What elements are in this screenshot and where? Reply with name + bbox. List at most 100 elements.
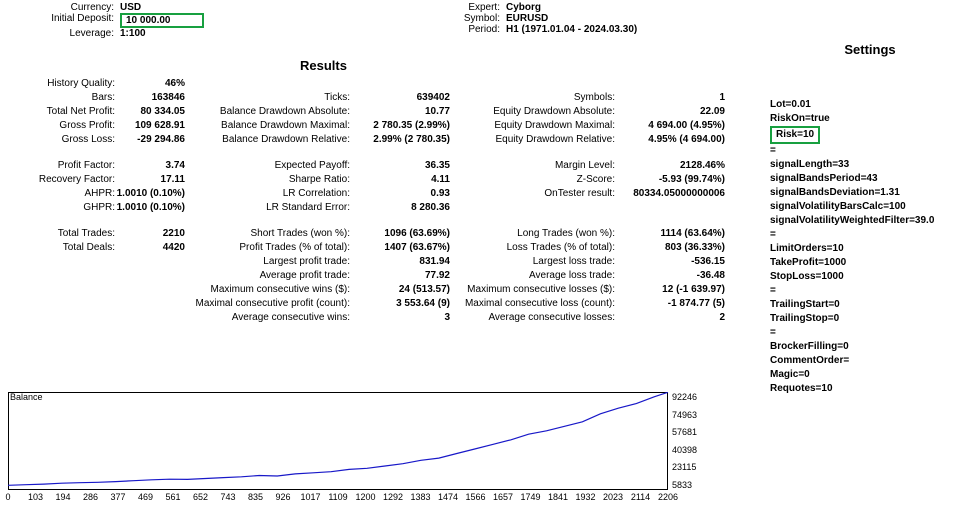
settings-line: RiskOn=true — [770, 112, 934, 126]
stat-value: 1114 (63.64%) — [615, 228, 725, 239]
settings-line: LimitOrders=10 — [770, 242, 934, 256]
stat-label: Equity Drawdown Maximal: — [450, 120, 615, 131]
chart-xtick: 194 — [55, 492, 70, 502]
stat-value: -36.48 — [615, 270, 725, 281]
settings-line: BrockerFilling=0 — [770, 340, 934, 354]
chart-xtick: 1932 — [575, 492, 595, 502]
stat-value: 10.77 — [350, 106, 450, 117]
chart-ytick: 23115 — [672, 462, 696, 472]
stat-value: 12 (-1 639.97) — [615, 284, 725, 295]
stat-value: 1 — [615, 92, 725, 103]
stat-value: -1 874.77 (5) — [615, 298, 725, 309]
stat-row: AHPR:1.0010 (0.10%)LR Correlation:0.93On… — [20, 188, 725, 202]
settings-line: Risk=10 — [770, 126, 934, 144]
stat-value: 4.95% (4 694.00) — [615, 134, 725, 145]
stat-label: Maximum consecutive losses ($): — [450, 284, 615, 295]
stat-value: 2210 — [115, 228, 185, 239]
stat-label: OnTester result: — [450, 188, 615, 199]
settings-line: = — [770, 326, 934, 340]
chart-xtick: 469 — [138, 492, 153, 502]
stat-label: Expected Payoff: — [185, 160, 350, 171]
stat-label: Balance Drawdown Maximal: — [185, 120, 350, 131]
symbol-row: Symbol:EURUSD — [440, 13, 726, 24]
stat-label: Balance Drawdown Absolute: — [185, 106, 350, 117]
stat-row: Gross Loss:-29 294.86Balance Drawdown Re… — [20, 134, 725, 148]
stat-value: 1407 (63.67%) — [350, 242, 450, 253]
chart-xtick: 1657 — [493, 492, 513, 502]
chart-ytick: 40398 — [672, 445, 697, 455]
chart-xtick: 2114 — [631, 492, 650, 502]
stat-label: Recovery Factor: — [20, 174, 115, 185]
chart-xtick: 1474 — [438, 492, 458, 502]
chart-xtick: 0 — [5, 492, 10, 502]
period-row: Period: H1 (1971.01.04 - 2024.03.30) — [440, 24, 726, 35]
stat-label: Average consecutive wins: — [185, 312, 350, 323]
stat-value: 24 (513.57) — [350, 284, 450, 295]
settings-title: Settings — [800, 42, 940, 57]
initial-deposit-value: 10 000.00 — [120, 13, 204, 28]
settings-line: CommentOrder= — [770, 354, 934, 368]
stat-value: 1.0010 (0.10%) — [115, 188, 185, 199]
initial-deposit-row: Initial Deposit:10 000.00 — [28, 13, 204, 28]
stat-label: Largest loss trade: — [450, 256, 615, 267]
value: H1 (1971.01.04 - 2024.03.30) — [506, 24, 726, 35]
stat-label: Margin Level: — [450, 160, 615, 171]
stat-row: Gross Profit:109 628.91Balance Drawdown … — [20, 120, 725, 134]
results-title: Results — [300, 58, 347, 73]
chart-xtick: 1841 — [548, 492, 568, 502]
stat-value: 2 780.35 (2.99%) — [350, 120, 450, 131]
settings-line: signalBandsDeviation=1.31 — [770, 186, 934, 200]
stat-label: Sharpe Ratio: — [185, 174, 350, 185]
chart-xtick: 1383 — [410, 492, 430, 502]
chart-ytick: 5833 — [672, 480, 692, 490]
stat-label: GHPR: — [20, 202, 115, 213]
chart-xtick: 1109 — [328, 492, 347, 502]
chart-xtick: 1292 — [383, 492, 403, 502]
stat-row: Largest profit trade:831.94Largest loss … — [20, 256, 725, 270]
stat-label: LR Standard Error: — [185, 202, 350, 213]
stat-label: Maximal consecutive profit (count): — [185, 298, 350, 309]
chart-xtick: 1566 — [465, 492, 485, 502]
stat-value: 77.92 — [350, 270, 450, 281]
stat-label: Gross Profit: — [20, 120, 115, 131]
chart-ytick: 92246 — [672, 392, 697, 402]
chart-xtick: 561 — [165, 492, 180, 502]
stat-label: Ticks: — [185, 92, 350, 103]
stat-label: Equity Drawdown Absolute: — [450, 106, 615, 117]
stat-value: 639402 — [350, 92, 450, 103]
value: 1:100 — [120, 28, 192, 39]
stat-value: 4 694.00 (4.95%) — [615, 120, 725, 131]
stat-value: 22.09 — [615, 106, 725, 117]
settings-line: TakeProfit=1000 — [770, 256, 934, 270]
stat-label: Profit Trades (% of total): — [185, 242, 350, 253]
stat-label: Equity Drawdown Relative: — [450, 134, 615, 145]
stat-row: GHPR:1.0010 (0.10%)LR Standard Error:8 2… — [20, 202, 725, 216]
chart-xtick: 1200 — [355, 492, 375, 502]
leverage-row: Leverage:1:100 — [28, 28, 204, 39]
chart-xtick: 743 — [220, 492, 235, 502]
stat-row: Total Net Profit:80 334.05Balance Drawdo… — [20, 106, 725, 120]
chart-xtick: 652 — [193, 492, 208, 502]
stat-label: Average consecutive losses: — [450, 312, 615, 323]
stat-value: 163846 — [115, 92, 185, 103]
settings-line: = — [770, 228, 934, 242]
stat-value: 1.0010 (0.10%) — [115, 202, 185, 213]
currency-row: Currency: USD — [28, 2, 204, 13]
label: Period: — [440, 24, 500, 35]
chart-xtick: 103 — [28, 492, 43, 502]
stat-label: LR Correlation: — [185, 188, 350, 199]
stat-value: 2.99% (2 780.35) — [350, 134, 450, 145]
stat-label: Total Trades: — [20, 228, 115, 239]
value: Cyborg — [506, 2, 706, 13]
value: USD — [120, 2, 192, 13]
stat-value: -536.15 — [615, 256, 725, 267]
stat-value: 80 334.05 — [115, 106, 185, 117]
stat-label: Maximum consecutive wins ($): — [185, 284, 350, 295]
settings-line: Lot=0.01 — [770, 98, 934, 112]
stat-label: Symbols: — [450, 92, 615, 103]
stat-label: Average profit trade: — [185, 270, 350, 281]
stat-row: Average profit trade:77.92Average loss t… — [20, 270, 725, 284]
label: Currency: — [28, 2, 114, 13]
settings-line: Magic=0 — [770, 368, 934, 382]
settings-line: signalLength=33 — [770, 158, 934, 172]
